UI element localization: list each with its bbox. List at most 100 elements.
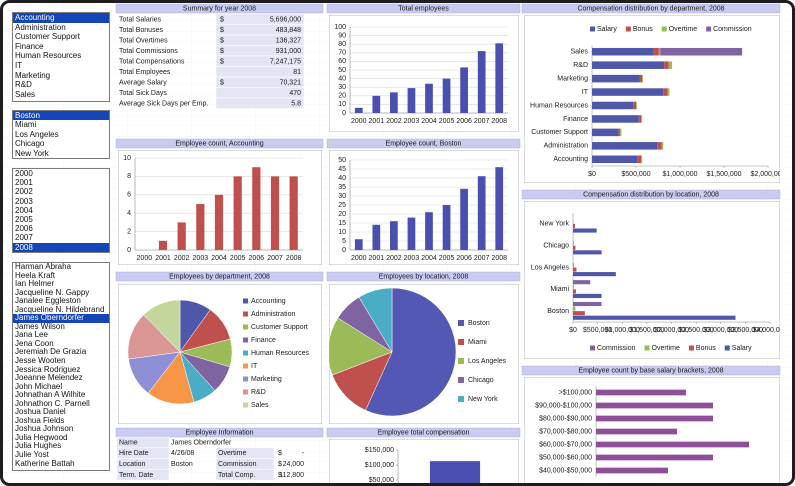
list-item[interactable]: Johnathon C. Parnell — [15, 399, 90, 408]
list-item[interactable]: 2003 — [15, 196, 33, 206]
list-item[interactable]: Jessica Rodriguez — [15, 365, 81, 374]
bar-segment — [592, 88, 664, 96]
list-item[interactable]: Ian Helmer — [15, 280, 55, 289]
bar — [596, 389, 686, 396]
bar-segment — [618, 128, 621, 137]
list-item[interactable]: Chicago — [15, 139, 45, 149]
list-item[interactable]: IT — [15, 60, 23, 70]
bar-segment — [633, 101, 636, 110]
list-item[interactable]: Customer Support — [15, 32, 80, 42]
bar — [425, 83, 433, 113]
bar — [573, 306, 576, 311]
list-item[interactable]: Jacqueline N. Gappy — [15, 288, 90, 297]
list-item[interactable]: Heela Kraft — [15, 271, 56, 280]
y-tick-label: >$100,000 — [559, 389, 592, 396]
bar — [477, 51, 486, 113]
bar — [573, 315, 736, 320]
table-cell: Total Bonuses — [119, 27, 163, 34]
list-item[interactable]: Finance — [15, 41, 44, 51]
list-item[interactable]: R&D — [15, 80, 32, 90]
list-item[interactable]: 2000 — [15, 169, 33, 178]
list-item[interactable]: Katherine Battah — [15, 459, 75, 468]
list-item[interactable]: 2002 — [15, 187, 33, 197]
list-item[interactable]: New York — [15, 148, 49, 158]
list-item[interactable]: 2004 — [15, 205, 33, 215]
list-item[interactable]: John Michael — [15, 382, 63, 391]
table-cell: $ — [220, 48, 224, 55]
list-box[interactable]: 2000 2001 2002 2003 2004 2005 2006 2007 2008 — [12, 168, 110, 253]
panel-title: Employees by department, 2008 — [169, 274, 270, 281]
list-item[interactable]: Julie Yost — [15, 451, 49, 460]
legend-label: Commission — [597, 345, 636, 352]
legend-label: Bonus — [633, 26, 653, 33]
list-item[interactable]: Julia Hegwood — [15, 433, 68, 442]
list-item[interactable]: Sales — [15, 89, 36, 99]
list-item[interactable]: Joshua Fields — [15, 416, 65, 425]
y-tick-label: 20 — [338, 93, 346, 100]
list-item[interactable]: Jesse Wooten — [15, 357, 66, 366]
list-item[interactable]: 2006 — [15, 224, 33, 234]
list-item[interactable]: Boston — [13, 111, 109, 121]
list-item[interactable]: Jacqueline N. Hildebrand — [15, 305, 105, 314]
legend-label: New York — [468, 396, 498, 403]
list-item[interactable]: Janalee Eggleston — [15, 297, 81, 306]
legend-label: Boston — [468, 320, 490, 327]
list-item[interactable]: Marketing — [15, 70, 51, 80]
table-cell: $ — [220, 27, 224, 34]
x-tick-label: 2007 — [267, 255, 283, 262]
list-box[interactable]: Boston Miami Los Angeles Chicago New York — [12, 110, 110, 159]
y-tick-label: 50 — [338, 67, 346, 74]
y-tick-label: Marketing — [557, 75, 588, 82]
list-item[interactable]: Accounting — [13, 13, 109, 23]
list-item[interactable]: 2001 — [15, 178, 33, 188]
chart-frame — [329, 15, 519, 132]
list-item[interactable]: 2008 — [13, 242, 109, 252]
list-item[interactable]: Harman Abraha — [15, 263, 72, 271]
list-item[interactable]: Human Resources — [15, 51, 82, 61]
bar — [573, 228, 597, 233]
list-item[interactable]: James Wilson — [15, 322, 65, 331]
chart-frame — [524, 201, 780, 359]
legend-swatch — [243, 363, 248, 369]
bar — [289, 176, 298, 250]
list-item[interactable]: Jena Coon — [15, 339, 54, 348]
list-item[interactable]: Jana Lee — [15, 331, 48, 340]
panel-title: Compensation distribution by location, 2… — [583, 192, 719, 199]
list-item[interactable]: 2007 — [15, 233, 33, 243]
list-item[interactable]: Joeanne Melendez — [15, 374, 83, 383]
table-cell: James Oberndorfer — [171, 439, 232, 446]
list-item[interactable]: 2005 — [15, 214, 33, 224]
bar — [573, 311, 585, 316]
y-tick-label: 90 — [338, 32, 346, 39]
list-box[interactable]: Harman Abraha Heela Kraft Ian Helmer Jacque… — [12, 262, 110, 471]
pie-slice — [329, 317, 393, 376]
legend-label: Finance — [251, 337, 276, 344]
list-item[interactable]: Joshua Johnson — [15, 425, 74, 434]
table-cell: Total Employees — [119, 69, 171, 76]
list-item[interactable]: Miami — [15, 120, 37, 130]
chart-frame — [329, 439, 519, 486]
bar-segment — [642, 74, 644, 83]
list-item[interactable]: Los Angeles — [15, 129, 59, 139]
y-tick-label: 0 — [342, 110, 346, 117]
x-tick-label: 2002 — [174, 255, 190, 262]
panel-header — [115, 427, 324, 438]
bar-segment — [657, 142, 662, 150]
list-item[interactable]: James Oberndorfer — [13, 314, 109, 323]
x-tick-label: $2,000,000 — [750, 171, 785, 178]
list-item[interactable]: Joshua Daniel — [15, 408, 66, 417]
list-item[interactable]: Julia Hughes — [15, 442, 62, 451]
table-cell: Total Sick Days — [119, 90, 167, 97]
list-item[interactable]: Administration — [15, 22, 66, 32]
x-tick-label: 2005 — [439, 118, 455, 125]
bar — [573, 223, 575, 229]
list-item[interactable]: Johnathan A Wilhite — [15, 391, 86, 400]
list-item[interactable]: Jeremiah De Grazia — [15, 348, 87, 357]
x-tick-label: 2008 — [491, 255, 507, 262]
bar-segment — [653, 47, 659, 56]
x-tick-label: $3,000,000 — [703, 327, 738, 334]
list-box[interactable]: Accounting Administration Customer Support… — [12, 12, 110, 102]
